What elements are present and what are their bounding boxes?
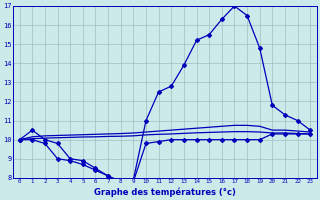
- X-axis label: Graphe des températures (°c): Graphe des températures (°c): [94, 187, 236, 197]
